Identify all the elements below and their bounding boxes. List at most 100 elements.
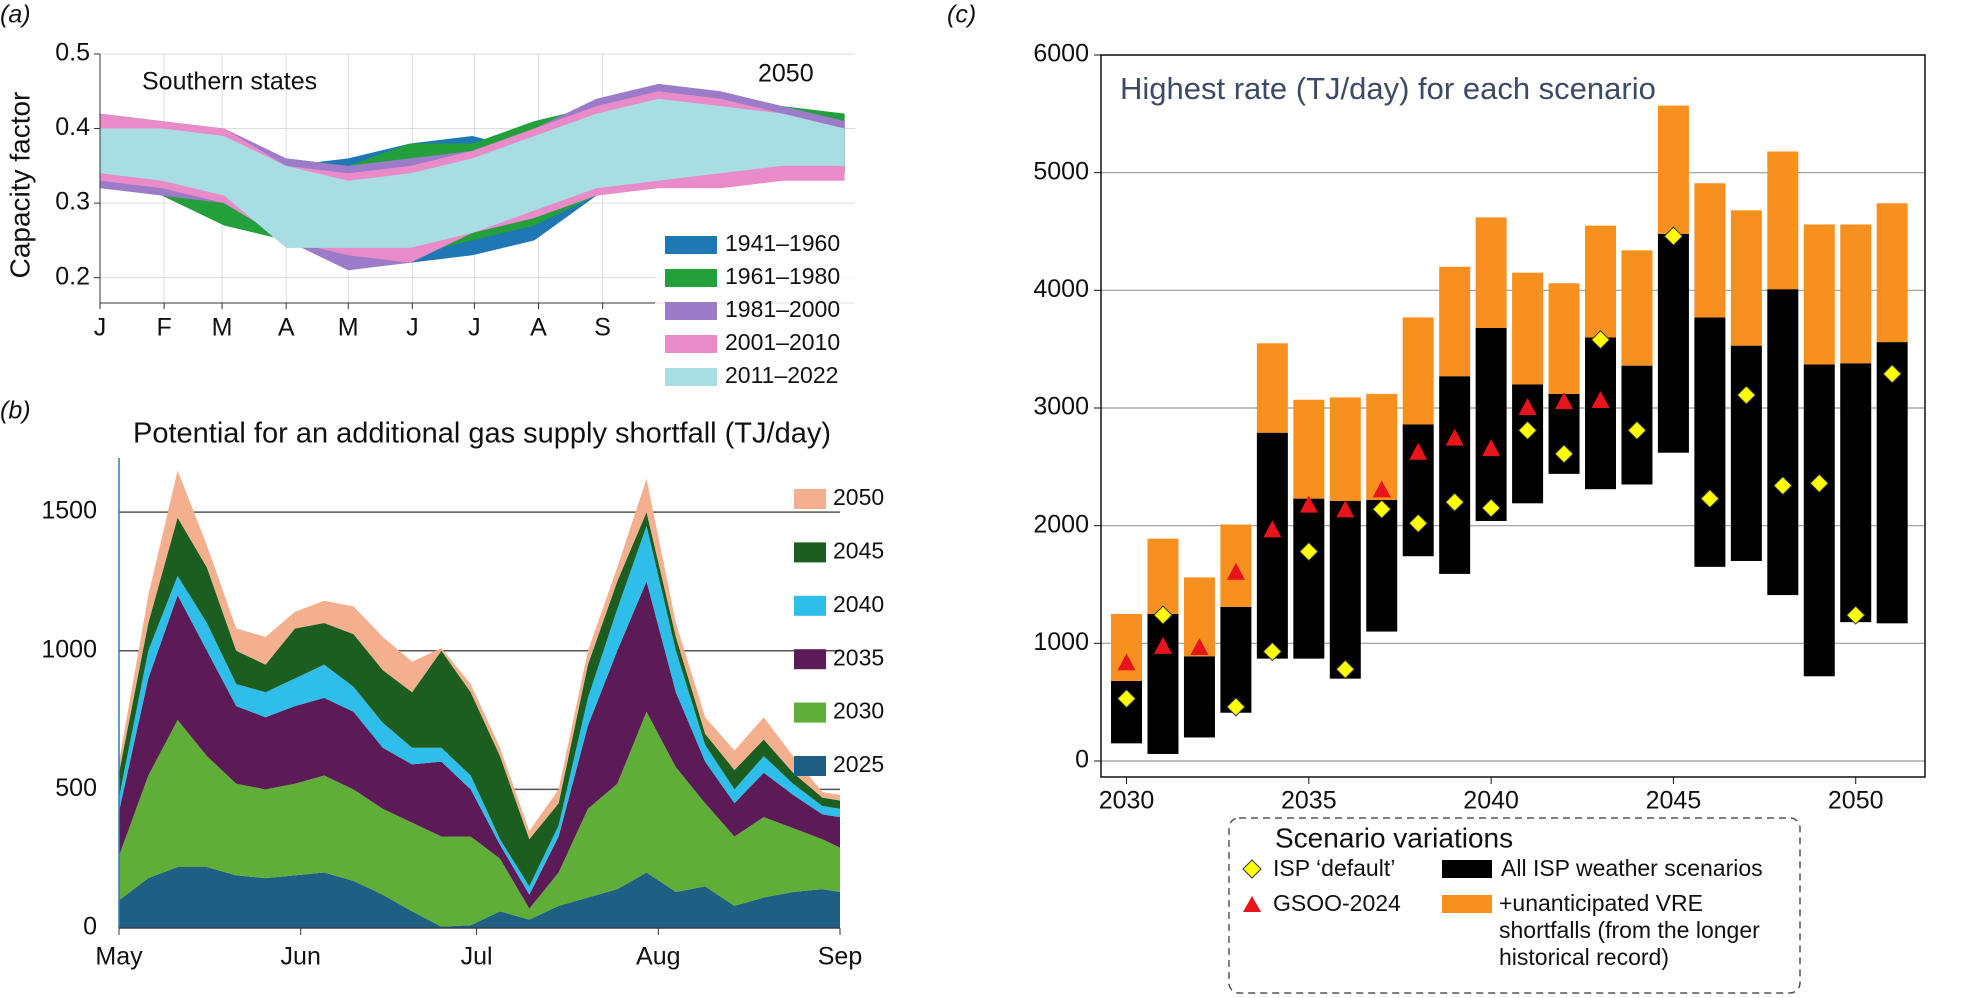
increment-bar [1402,317,1434,425]
y-tick-label: 0.5 [55,39,90,67]
range-bar [1329,500,1361,679]
range-bar [1256,432,1288,659]
diamond-marker [1335,659,1355,679]
increment-bar [1475,217,1507,328]
legend-swatch [665,269,717,287]
legend-label: +unanticipated VRE shortfalls (from the … [1499,890,1760,970]
diamond-marker [1590,330,1611,350]
x-tick-label: F [156,314,171,342]
triangle-marker [1445,428,1464,446]
y-tick-label: 2000 [1033,510,1089,538]
x-tick-label: M [338,314,359,342]
triangle-marker [1591,390,1610,408]
triangle-marker [1518,397,1537,415]
range-bar [1220,606,1252,713]
range-bar [1657,233,1689,453]
x-tick-label: Aug [636,943,680,971]
legend-swatch [1242,859,1262,879]
legend-label: 2035 [833,644,884,670]
diamond-marker [1663,226,1684,246]
y-tick-label: 6000 [1033,40,1089,68]
increment-bar [1256,343,1288,433]
x-tick-label: Jul [461,943,493,971]
range-bar [1366,499,1398,632]
x-tick-label: 2030 [1099,787,1155,815]
legend-box [1228,817,1801,994]
x-tick-label: May [95,943,143,971]
y-axis-label: Capacity factor [4,92,35,279]
diamond-marker [1554,444,1574,464]
range-bar [1585,337,1617,490]
increment-bar [1293,399,1325,499]
increment-bar [1329,397,1361,501]
x-tick-label: 2050 [1828,787,1884,815]
legend-label: 1981–2000 [725,296,840,322]
y-tick-label: 0 [83,913,97,941]
legend-swatch [794,542,826,563]
increment-bar [1657,105,1689,234]
axes-frame [1100,54,1926,778]
range-bar [1694,317,1726,567]
x-tick-label: Sep [818,943,862,971]
stacked-area [119,581,840,909]
x-tick-label: 2045 [1646,787,1702,815]
triangle-marker [1226,562,1245,580]
y-tick-label: 5000 [1033,157,1089,185]
legend-label: 2050 [833,484,884,510]
x-tick-label: A [530,314,547,342]
diamond-marker [1517,420,1538,441]
legend-swatch [794,756,826,776]
increment-bar [1803,224,1835,365]
range-bar [1293,498,1325,659]
diamond-marker [1116,688,1137,709]
triangle-marker [1190,638,1209,656]
increment-bar [1840,224,1872,364]
diamond-marker [1882,364,1902,384]
triangle-marker [1409,442,1428,460]
stacked-area [119,711,840,927]
legend-swatch [794,649,826,670]
x-tick-label: Jun [281,943,321,971]
diamond-marker [1153,605,1173,625]
triangle-marker [1263,520,1282,538]
legend-swatch [665,368,717,386]
diamond-marker [1408,513,1428,534]
increment-bar [1730,210,1762,346]
y-tick-label: 1500 [41,497,97,525]
panel-label: (a) [0,1,31,29]
range-bar [1840,363,1872,623]
triangle-marker [1153,636,1172,654]
legend-label: 2025 [833,751,884,777]
stacked-area [119,866,840,928]
legend-label: 2045 [833,537,884,563]
legend-swatch [794,702,826,723]
legend-label: ISP ‘default’ [1273,855,1395,881]
triangle-marker [1482,439,1501,457]
triangle-marker [1117,653,1136,671]
legend-label: 2030 [833,698,884,724]
x-tick-label: S [594,314,611,342]
legend-label: 2040 [833,591,884,617]
chart-title: Highest rate (TJ/day) for each scenario [1120,71,1656,106]
panel-label: (c) [947,1,976,29]
range-bar [1147,613,1179,754]
range-bar [1730,345,1762,561]
stacked-area [119,470,840,840]
legend-swatch [1243,896,1261,912]
legend-swatch [665,302,717,320]
triangle-marker [1336,500,1355,518]
range-bar [1475,327,1507,521]
increment-bar [1439,266,1471,377]
y-tick-label: 0 [1075,746,1089,774]
stacked-area [119,512,840,887]
diamond-marker [1262,641,1283,662]
legend-swatch [1442,860,1492,878]
diamond-marker [1627,420,1647,441]
legend-swatch [665,335,717,353]
stacked-area [119,525,840,895]
diamond-marker [1372,499,1392,519]
legend-swatch [794,595,826,616]
range-bar [1803,364,1835,677]
